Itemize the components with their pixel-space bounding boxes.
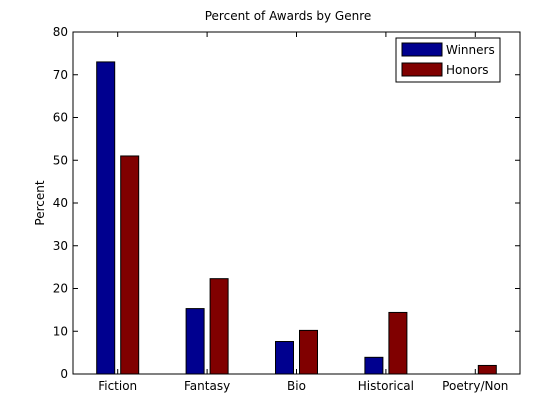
y-tick-label: 60: [53, 111, 68, 125]
y-tick-label: 20: [53, 282, 68, 296]
x-tick-label: Fantasy: [184, 379, 230, 393]
y-axis-label: Percent: [33, 180, 47, 225]
x-tick-label: Fiction: [98, 379, 137, 393]
bars-group: [96, 61, 497, 375]
y-tick-label: 50: [53, 153, 68, 167]
bar-honors-fantasy: [209, 278, 229, 375]
bar-winners-bio: [275, 341, 294, 375]
chart-title: Percent of Awards by Genre: [205, 9, 372, 23]
x-tick-label: Bio: [287, 379, 306, 393]
y-tick-label: 80: [53, 25, 68, 39]
bar-honors-bio: [299, 329, 318, 375]
bar-winners-fiction: [96, 61, 116, 375]
legend-label-winners: Winners: [446, 43, 495, 57]
y-tick-label: 30: [53, 239, 68, 253]
legend: Winners Honors: [395, 37, 501, 83]
legend-swatch-winners: [401, 42, 443, 57]
bar-honors-historical: [388, 311, 408, 375]
legend-swatch-honors: [401, 62, 443, 77]
legend-label-honors: Honors: [446, 63, 489, 77]
x-tick-label: Historical: [358, 379, 414, 393]
bar-honors-fiction: [120, 155, 140, 375]
y-tick-label: 10: [53, 324, 68, 338]
y-tick-label: 0: [60, 367, 68, 381]
bar-winners-fantasy: [185, 308, 205, 375]
bar-honors-poetry-non: [477, 364, 497, 375]
plot-frame: [72, 31, 521, 375]
y-tick-label: 70: [53, 68, 68, 82]
axes-group: 0 10 20 30 40 50 60 70 80 Fiction Fantasy Bio Histor…: [53, 25, 521, 393]
x-tick-label: Poetry/Non: [442, 379, 508, 393]
bar-winners-historical: [364, 356, 384, 375]
y-tick-label: 40: [53, 196, 68, 210]
